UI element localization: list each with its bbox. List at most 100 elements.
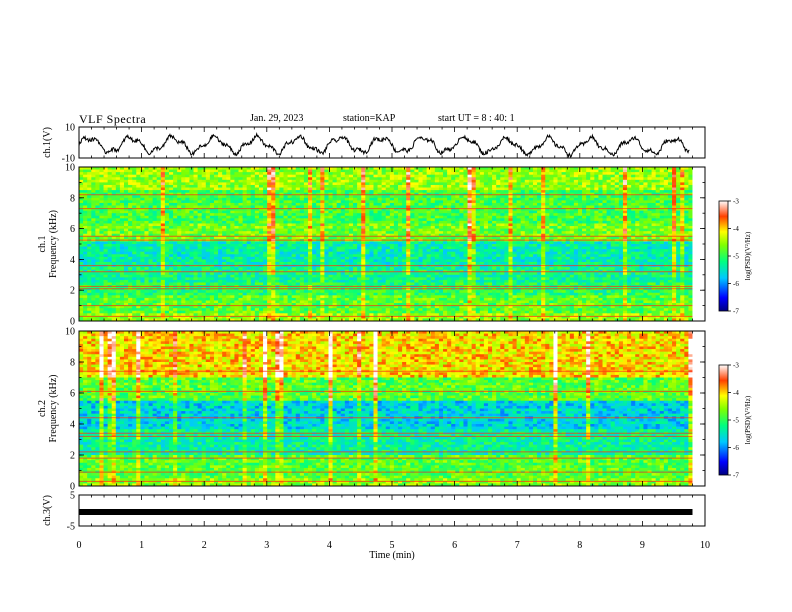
spectrogram-cell xyxy=(238,179,243,183)
spectrogram-cell xyxy=(312,210,317,214)
spectrogram-cell xyxy=(524,226,530,229)
spectrogram-cell xyxy=(447,182,452,186)
spectrogram-cell xyxy=(483,172,489,176)
spectrogram-cell xyxy=(258,195,264,199)
spectrogram-cell xyxy=(610,174,616,178)
spectrogram-cell xyxy=(459,228,464,232)
spectrogram-cell xyxy=(410,249,415,253)
spectrogram-cell xyxy=(181,244,186,247)
spectrogram-cell xyxy=(299,182,305,186)
spectrogram-cell xyxy=(402,231,407,235)
spectrogram-cell xyxy=(369,218,374,222)
spectrogram-cell xyxy=(594,172,599,176)
spectrogram-cell xyxy=(602,233,607,237)
spectrogram-cell xyxy=(434,228,440,232)
spectrogram-cell xyxy=(185,200,190,204)
spectrogram-cell xyxy=(500,249,505,253)
spectrogram-cell xyxy=(557,169,562,173)
spectrogram-cell xyxy=(614,202,620,206)
spectrogram-cell xyxy=(308,187,313,191)
spectrogram-cell xyxy=(639,210,644,214)
spectrogram-cell xyxy=(144,208,149,212)
spectrogram-cell xyxy=(659,202,665,206)
spectrogram-cell xyxy=(181,210,186,214)
spectrogram-cell xyxy=(393,244,399,247)
spectrogram-cell xyxy=(606,205,612,209)
spectrogram-cell xyxy=(324,226,329,229)
spectrogram-cell xyxy=(250,228,256,232)
spectrogram-cell xyxy=(328,202,333,206)
spectrogram-cell xyxy=(504,205,509,209)
spectrogram-cell xyxy=(136,249,141,253)
spectrogram-cell xyxy=(504,208,509,212)
spectrogram-cell xyxy=(258,167,264,170)
spectrogram-cell xyxy=(279,177,284,181)
spectrogram-cell xyxy=(303,187,309,191)
spectrogram-cell xyxy=(528,233,534,237)
spectrogram-cell xyxy=(487,177,493,181)
spectrogram-cell xyxy=(573,187,579,191)
spectrogram-cell xyxy=(422,184,428,188)
spectrogram-cell xyxy=(234,187,239,191)
spectrogram-cell xyxy=(602,231,607,235)
spectrogram-cell xyxy=(553,195,558,199)
spectrogram-cell xyxy=(168,215,174,219)
spectrogram-cell xyxy=(663,244,669,247)
spectrogram-cell xyxy=(201,210,207,214)
spectrogram-cell xyxy=(586,205,591,209)
spectrogram-cell xyxy=(500,218,505,222)
spectrogram-cell xyxy=(418,197,423,201)
spectrogram-cell xyxy=(586,179,591,183)
spectrogram-cell xyxy=(177,205,182,209)
spectrogram-cell xyxy=(152,246,158,250)
spectrogram-cell xyxy=(561,169,567,173)
spectrogram-cell xyxy=(324,236,329,240)
spectrogram-cell xyxy=(500,213,505,217)
spectrogram-cell xyxy=(434,187,440,191)
spectrogram-cell xyxy=(684,205,689,209)
spectrogram-cell xyxy=(103,231,109,235)
spectrogram-cell xyxy=(254,223,260,227)
spectrogram-cell xyxy=(369,190,374,194)
spectrogram-cell xyxy=(447,226,452,229)
spectrogram-cell xyxy=(91,169,96,173)
spectrogram-cell xyxy=(508,231,513,235)
spectrogram-cell xyxy=(618,192,624,196)
spectrogram-cell xyxy=(500,244,505,247)
spectrogram-cell xyxy=(684,226,689,229)
spectrogram-cell xyxy=(508,228,513,232)
spectrogram-cell xyxy=(582,200,587,204)
spectrogram-cell xyxy=(132,187,137,191)
spectrogram-cell xyxy=(680,205,685,209)
spectrogram-cell xyxy=(500,236,505,240)
spectrogram-cell xyxy=(520,233,526,237)
spectrogram-cell xyxy=(410,169,415,173)
spectrogram-cell xyxy=(659,190,665,194)
spectrogram-cell xyxy=(549,172,554,176)
spectrogram-cell xyxy=(357,179,362,183)
spectrogram-cell xyxy=(528,241,534,245)
spectrogram-cell xyxy=(586,249,591,253)
spectrogram-cell xyxy=(684,208,689,212)
spectrogram-cell xyxy=(115,169,121,173)
spectrogram-cell xyxy=(283,228,288,232)
spectrogram-cell xyxy=(610,208,616,212)
spectrogram-cell xyxy=(312,244,317,247)
spectrogram-cell xyxy=(565,215,571,219)
spectrogram-cell xyxy=(254,208,260,212)
spectrogram-cell xyxy=(430,195,436,199)
spectrogram-cell xyxy=(475,231,481,235)
spectrogram-cell xyxy=(99,200,104,204)
spectrogram-cell xyxy=(205,233,211,237)
spectrogram-cell xyxy=(504,172,509,176)
spectrogram-cell xyxy=(79,228,84,232)
spectrogram-cell xyxy=(684,241,689,245)
spectrogram-cell xyxy=(438,184,444,188)
spectrogram-cell xyxy=(684,195,689,199)
spectrogram-cell xyxy=(627,174,632,178)
spectrogram-cell xyxy=(434,174,440,178)
spectrogram-cell xyxy=(651,187,657,191)
spectrogram-cell xyxy=(271,187,276,191)
spectrogram-cell xyxy=(258,192,264,196)
spectrogram-cell xyxy=(610,249,616,253)
